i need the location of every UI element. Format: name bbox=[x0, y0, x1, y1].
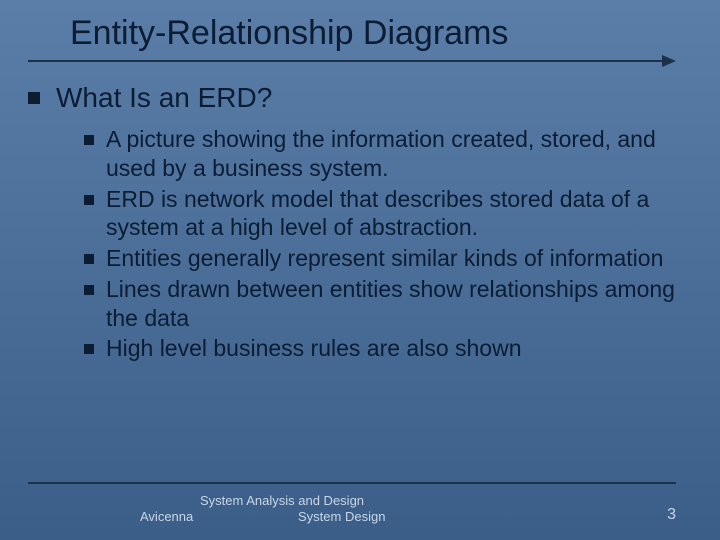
bullet-text: A picture showing the information create… bbox=[106, 125, 680, 183]
square-bullet-icon bbox=[28, 92, 40, 104]
footer-author: Avicenna bbox=[140, 509, 193, 524]
bullet-list: A picture showing the information create… bbox=[84, 125, 680, 363]
heading-row: What Is an ERD? bbox=[28, 80, 680, 115]
bullet-text: Entities generally represent similar kin… bbox=[106, 244, 663, 273]
title-area: Entity-Relationship Diagrams bbox=[0, 0, 720, 59]
underline-line bbox=[28, 60, 662, 62]
slide: Entity-Relationship Diagrams What Is an … bbox=[0, 0, 720, 540]
content-area: What Is an ERD? A picture showing the in… bbox=[28, 80, 680, 365]
square-bullet-icon bbox=[84, 344, 94, 354]
title-underline-arrow bbox=[28, 60, 676, 62]
footer-course-line1: System Analysis and Design bbox=[200, 493, 364, 508]
square-bullet-icon bbox=[84, 135, 94, 145]
list-item: A picture showing the information create… bbox=[84, 125, 680, 183]
footer: System Analysis and Design Avicenna Syst… bbox=[0, 488, 720, 528]
square-bullet-icon bbox=[84, 285, 94, 295]
page-number: 3 bbox=[667, 506, 676, 524]
square-bullet-icon bbox=[84, 254, 94, 264]
list-item: High level business rules are also shown bbox=[84, 334, 680, 363]
slide-title: Entity-Relationship Diagrams bbox=[70, 14, 680, 53]
arrowhead-icon bbox=[662, 55, 676, 67]
footer-divider bbox=[28, 482, 676, 484]
footer-course-line2: System Design bbox=[298, 509, 385, 524]
heading-text: What Is an ERD? bbox=[56, 80, 272, 115]
bullet-text: Lines drawn between entities show relati… bbox=[106, 275, 680, 333]
bullet-text: ERD is network model that describes stor… bbox=[106, 185, 680, 243]
square-bullet-icon bbox=[84, 195, 94, 205]
list-item: Entities generally represent similar kin… bbox=[84, 244, 680, 273]
bullet-text: High level business rules are also shown bbox=[106, 334, 522, 363]
list-item: ERD is network model that describes stor… bbox=[84, 185, 680, 243]
list-item: Lines drawn between entities show relati… bbox=[84, 275, 680, 333]
